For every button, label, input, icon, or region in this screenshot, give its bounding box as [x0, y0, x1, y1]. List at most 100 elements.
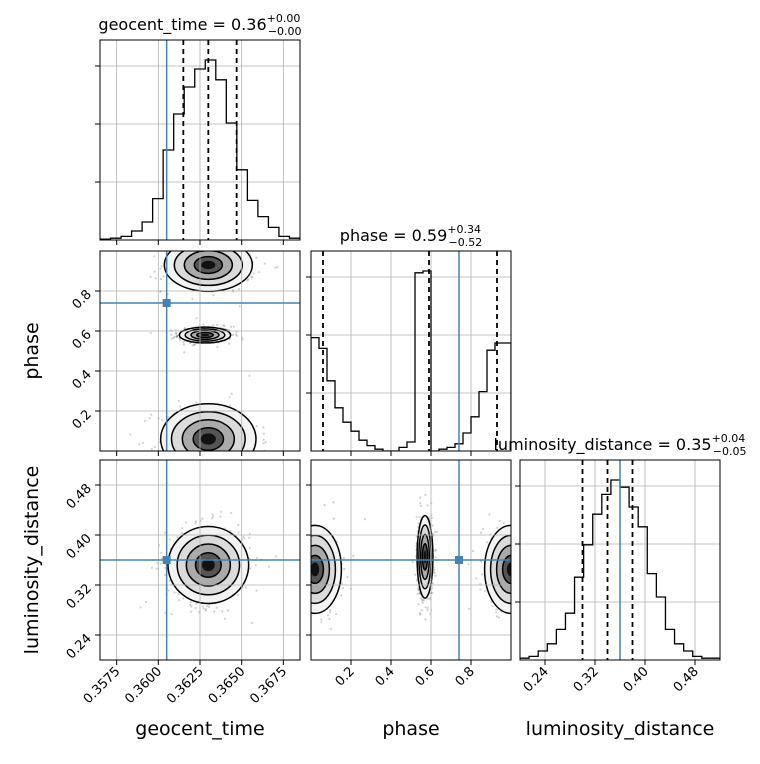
panel-title-geocent_time: geocent_time = 0.36+0.00 −0.00 [98, 12, 301, 38]
scatter-point [515, 568, 517, 570]
scatter-point [150, 448, 153, 451]
scatter-point [305, 558, 307, 560]
scatter-point [530, 555, 532, 557]
panel-frame [310, 250, 512, 452]
scatter-point [152, 248, 154, 250]
panel-title-phase: phase = 0.59+0.34 −0.52 [340, 223, 482, 249]
scatter-point [156, 561, 159, 565]
scatter-point [291, 557, 293, 559]
scatter-point [196, 244, 198, 246]
scatter-point [255, 556, 258, 560]
scatter-point [190, 610, 193, 613]
scatter-point [216, 242, 218, 244]
scatter-point [182, 343, 186, 346]
x-tick-label: 0.48 [671, 664, 702, 695]
scatter-point [176, 458, 178, 460]
scatter-point [512, 586, 514, 588]
scatter-point [479, 531, 483, 534]
scatter-point [434, 574, 437, 577]
scatter-point [424, 618, 427, 621]
scatter-point [238, 242, 240, 244]
scatter-point [154, 277, 157, 280]
scatter-point [230, 461, 232, 463]
scatter-point [517, 523, 519, 525]
scatter-point [290, 608, 292, 610]
scatter-point [415, 515, 418, 519]
scatter-point [219, 515, 222, 518]
density-geocent_time-phase [129, 234, 279, 473]
scatter-point [172, 336, 175, 340]
scatter-point [246, 279, 249, 282]
scatter-point [418, 592, 421, 595]
scatter-point [239, 467, 241, 469]
scatter-point [175, 331, 178, 335]
scatter-point [515, 603, 517, 605]
scatter-point [524, 569, 526, 571]
scatter-point [491, 604, 494, 607]
scatter-point [228, 396, 231, 399]
scatter-point [247, 278, 250, 281]
scatter-point [235, 468, 237, 470]
scatter-point [235, 334, 239, 337]
scatter-point [308, 562, 310, 564]
x-tick-label: 0.40 [621, 664, 652, 695]
scatter-point [414, 573, 417, 576]
scatter-point [262, 438, 265, 441]
scatter-point [230, 392, 233, 396]
scatter-point [307, 552, 309, 554]
scatter-point [512, 603, 514, 605]
scatter-point [304, 592, 306, 594]
scatter-point [307, 575, 309, 577]
scatter-point [521, 589, 523, 591]
scatter-point [516, 588, 518, 590]
scatter-point [308, 561, 310, 563]
scatter-point [153, 445, 156, 449]
scatter-point [141, 441, 144, 445]
scatter-point [213, 453, 215, 455]
scatter-point [202, 456, 204, 458]
scatter-point [231, 333, 235, 336]
scatter-point [234, 333, 238, 336]
scatter-point [434, 556, 437, 559]
scatter-point [513, 562, 515, 564]
scatter-point [307, 586, 309, 588]
scatter-point [224, 234, 226, 236]
scatter-point [530, 580, 532, 582]
scatter-point [496, 526, 499, 529]
scatter-point [207, 461, 209, 463]
scatter-point [159, 267, 162, 270]
scatter-point [515, 557, 517, 559]
scatter-point [511, 577, 513, 579]
scatter-point [516, 565, 518, 567]
scatter-point [433, 530, 437, 534]
scatter-point [206, 461, 208, 463]
scatter-point [178, 338, 181, 341]
density-geocent_time-luminosity_distance [139, 510, 277, 625]
contour-line [501, 554, 511, 585]
scatter-point [305, 547, 307, 549]
contour-line [196, 331, 214, 339]
contour-line [194, 552, 222, 578]
scatter-point [329, 608, 332, 612]
scatter-point [522, 570, 524, 572]
scatter-point [363, 518, 367, 521]
scatter-point [229, 529, 232, 532]
scatter-point [527, 548, 529, 550]
scatter-point [217, 471, 219, 473]
scatter-point [167, 589, 170, 592]
scatter-point [236, 453, 238, 455]
contour-line [489, 534, 511, 605]
scatter-point [179, 405, 182, 408]
scatter-point [352, 554, 355, 558]
scatter-point [335, 613, 338, 616]
scatter-point [224, 456, 226, 458]
scatter-point [306, 572, 308, 574]
truth-marker [162, 299, 171, 307]
scatter-point [308, 557, 310, 559]
scatter-point [191, 455, 193, 457]
scatter-point [241, 245, 243, 247]
scatter-point [155, 567, 158, 570]
scatter-point [237, 523, 240, 527]
scatter-point [341, 586, 344, 589]
scatter-point [223, 324, 226, 328]
